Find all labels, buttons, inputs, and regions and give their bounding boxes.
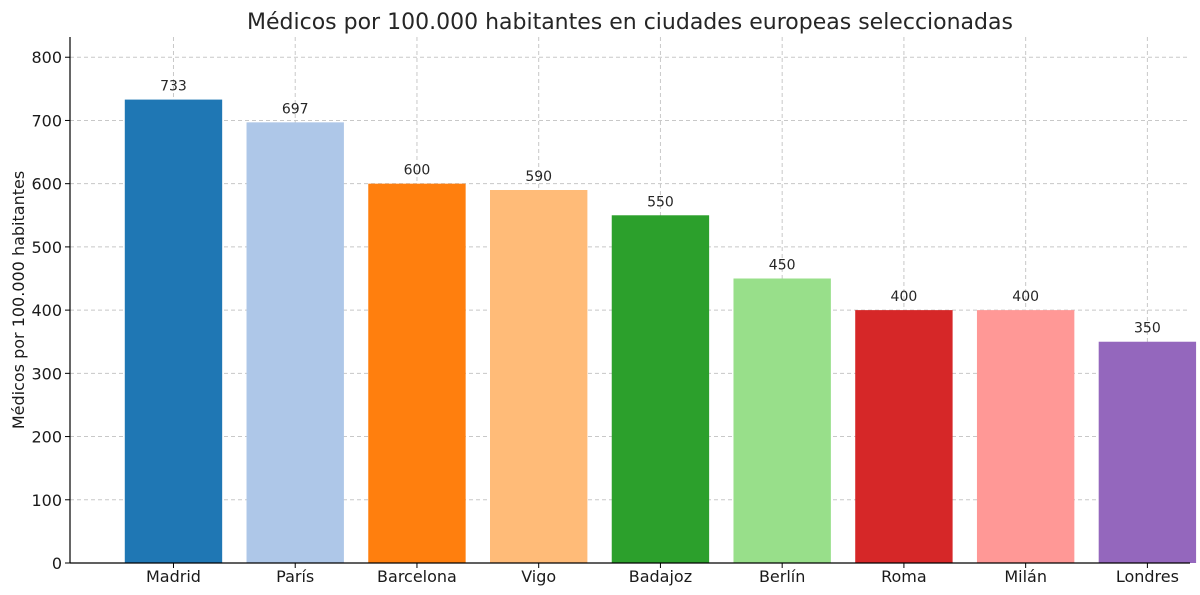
x-tick-label: Milán (1004, 567, 1047, 586)
x-tick-label: Madrid (146, 567, 201, 586)
bar-value-label: 600 (404, 163, 431, 179)
y-tick-label: 100 (31, 491, 62, 510)
y-tick-label: 0 (52, 554, 62, 573)
bar-londres (1098, 341, 1197, 563)
x-tick-label: Barcelona (377, 567, 457, 586)
bar-barcelona (368, 183, 466, 563)
axes (65, 37, 1190, 568)
x-tick-label: Vigo (521, 567, 556, 586)
x-tick-label: Berlín (759, 567, 805, 586)
bar-badajoz (611, 215, 710, 563)
bar-milán (976, 310, 1075, 563)
bar-vigo (490, 189, 588, 564)
bar-value-label: 697 (282, 101, 309, 117)
x-tick-label: Roma (881, 567, 927, 586)
x-tick-label: Badajoz (629, 567, 692, 586)
y-tick-label: 300 (31, 364, 62, 383)
labels: 0 100 200 300 400 500 600 700 800 733 Madrid 697 Par… (31, 48, 1179, 586)
y-tick-label: 200 (31, 428, 62, 447)
y-tick-label: 500 (31, 238, 62, 257)
bar-value-label: 550 (647, 194, 674, 210)
bar-parís (246, 122, 344, 563)
bar-value-label: 733 (160, 79, 187, 95)
y-axis-label: Médicos por 100.000 habitantes (9, 171, 28, 429)
bar-value-label: 450 (769, 258, 796, 274)
y-tick-label: 600 (31, 175, 62, 194)
bar-value-label: 590 (525, 169, 552, 185)
bar-value-label: 400 (1012, 289, 1039, 305)
bar-madrid (124, 99, 223, 564)
bars (124, 99, 1197, 564)
x-tick-label: París (276, 567, 314, 586)
chart-title: Médicos por 100.000 habitantes en ciudad… (247, 10, 1013, 35)
y-tick-label: 700 (31, 111, 62, 130)
bar-value-label: 350 (1134, 321, 1161, 337)
bar-berlín (733, 278, 831, 563)
x-tick-label: Londres (1116, 567, 1179, 586)
y-tick-label: 800 (31, 48, 62, 67)
bar-roma (855, 310, 953, 563)
y-tick-label: 400 (31, 301, 62, 320)
bar-value-label: 400 (891, 289, 918, 305)
